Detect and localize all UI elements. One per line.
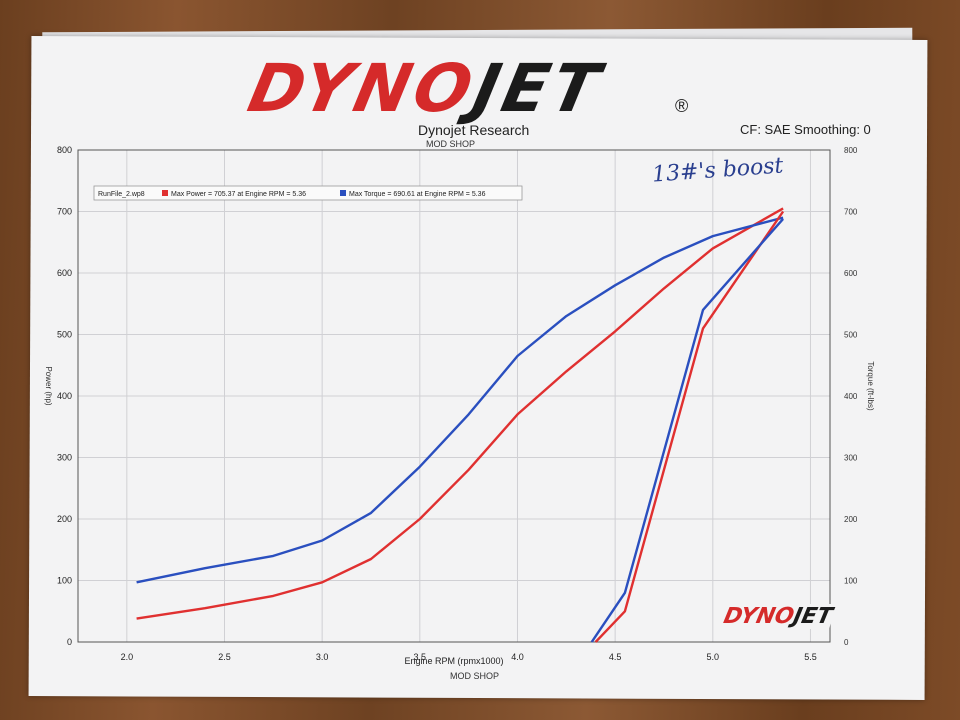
y2-tick-label: 600 bbox=[844, 269, 858, 278]
y2-tick-label: 500 bbox=[844, 331, 858, 340]
x-tick-label: 2.5 bbox=[218, 652, 231, 662]
y2-tick-label: 800 bbox=[844, 146, 858, 155]
x-tick-label: 4.0 bbox=[511, 652, 524, 662]
chart-grid bbox=[78, 149, 830, 643]
x-tick-label: 5.5 bbox=[804, 652, 817, 662]
registered-mark: ® bbox=[675, 96, 689, 116]
y2-tick-label: 100 bbox=[844, 577, 858, 586]
dynojet-watermark-logo: DYNOJET bbox=[721, 604, 835, 629]
footer-shop-name: MOD SHOP bbox=[450, 671, 500, 681]
y-tick-label: 400 bbox=[57, 391, 72, 401]
y-tick-label: 300 bbox=[57, 453, 72, 463]
series-line-torque_drop bbox=[590, 218, 785, 643]
y2-tick-labels: 0 100 200 300 400 500 600 700 800 bbox=[844, 146, 858, 647]
x-tick-labels: 2.0 2.5 3.0 3.5 4.0 4.5 5.0 5.5 bbox=[121, 652, 817, 662]
y-tick-label: 700 bbox=[57, 207, 72, 217]
y-tick-label: 100 bbox=[57, 576, 72, 586]
series-line-power_drop bbox=[594, 210, 785, 643]
y-tick-label: 800 bbox=[57, 145, 72, 155]
y-tick-label: 200 bbox=[57, 514, 72, 524]
y-tick-label: 500 bbox=[57, 330, 72, 340]
chart-legend: RunFile_2.wp8 Max Power = 705.37 at Engin… bbox=[93, 185, 523, 201]
legend-item: Max Power = 705.37 at Engine RPM = 5.36 bbox=[171, 191, 306, 198]
y2-tick-label: 300 bbox=[844, 454, 858, 463]
legend-run-file: RunFile_2.wp8 bbox=[98, 191, 145, 198]
y2-tick-label: 700 bbox=[844, 208, 858, 217]
y2-tick-label: 0 bbox=[844, 638, 849, 647]
chart-series bbox=[136, 207, 785, 643]
legend-box bbox=[93, 185, 523, 201]
y-tick-label: 600 bbox=[57, 268, 72, 278]
legend-swatch bbox=[162, 190, 168, 196]
y-tick-labels: 0 100 200 300 400 500 600 700 800 bbox=[57, 145, 72, 647]
series-line-torque_pull bbox=[136, 216, 784, 584]
x-tick-label: 3.5 bbox=[414, 652, 427, 662]
y2-tick-label: 200 bbox=[844, 515, 858, 524]
legend-swatch bbox=[340, 190, 346, 196]
y-tick-label: 0 bbox=[67, 637, 72, 647]
y2-tick-label: 400 bbox=[844, 392, 858, 401]
series-line-power_pull bbox=[136, 207, 784, 620]
report-title: Dynojet Research bbox=[418, 122, 530, 138]
report-subtitle: MOD SHOP bbox=[426, 139, 476, 149]
x-tick-label: 4.5 bbox=[609, 652, 622, 662]
x-axis-label: Engine RPM (rpmx1000) bbox=[404, 656, 503, 666]
x-tick-label: 3.0 bbox=[316, 652, 329, 662]
y2-axis-label: Torque (ft-lbs) bbox=[866, 361, 875, 411]
correction-factor: CF: SAE Smoothing: 0 bbox=[740, 122, 871, 137]
plot-frame bbox=[77, 149, 831, 643]
y-axis-label: Power (hp) bbox=[44, 366, 53, 405]
legend-item: Max Torque = 690.61 at Engine RPM = 5.36 bbox=[349, 191, 486, 198]
x-tick-label: 2.0 bbox=[121, 652, 134, 662]
x-tick-label: 5.0 bbox=[707, 652, 720, 662]
